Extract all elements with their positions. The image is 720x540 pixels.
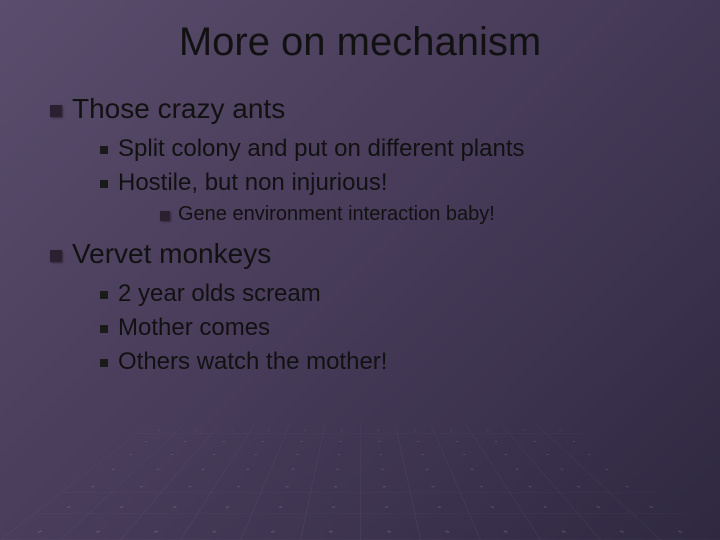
list-item-text: Others watch the mother! — [118, 348, 387, 376]
list-item-text: Split colony and put on different plants — [118, 135, 525, 163]
bullet-icon — [100, 180, 108, 188]
bullet-icon — [100, 291, 108, 299]
list-item: Hostile, but non injurious! — [100, 169, 690, 197]
bullet-icon — [100, 325, 108, 333]
list-item: Others watch the mother! — [100, 348, 690, 376]
list-item: Split colony and put on different plants — [100, 135, 690, 163]
perspective-grid — [0, 425, 720, 540]
list-item-text: Mother comes — [118, 314, 270, 342]
list-item-text: Hostile, but non injurious! — [118, 169, 387, 197]
list-item-text: 2 year olds scream — [118, 280, 321, 308]
list-item: Mother comes — [100, 314, 690, 342]
section-heading: Vervet monkeys — [50, 238, 690, 270]
section-heading: Those crazy ants — [50, 93, 690, 125]
list-item: 2 year olds scream — [100, 280, 690, 308]
bullet-icon — [100, 359, 108, 367]
slide-title: More on mechanism — [30, 20, 690, 65]
bullet-icon — [50, 250, 62, 262]
bullet-icon — [50, 105, 62, 117]
section-heading-text: Those crazy ants — [72, 93, 285, 125]
bullet-icon — [160, 211, 170, 221]
bullet-icon — [100, 146, 108, 154]
section-heading-text: Vervet monkeys — [72, 238, 271, 270]
slide-content: More on mechanism Those crazy ants Split… — [0, 0, 720, 402]
sub-list-item-text: Gene environment interaction baby! — [178, 203, 495, 226]
sub-list-item: Gene environment interaction baby! — [160, 203, 690, 226]
